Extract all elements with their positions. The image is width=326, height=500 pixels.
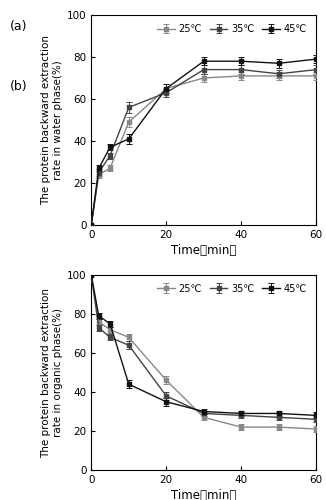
X-axis label: Time（min）: Time（min） xyxy=(171,244,236,257)
Legend: 25℃, 35℃, 45℃: 25℃, 35℃, 45℃ xyxy=(155,22,309,36)
Y-axis label: The protein backward extraction
rate in water phase(%): The protein backward extraction rate in … xyxy=(41,35,63,205)
Legend: 25℃, 35℃, 45℃: 25℃, 35℃, 45℃ xyxy=(155,282,309,296)
Text: (a): (a) xyxy=(10,20,27,33)
Y-axis label: The protein backward extraction
rate in organic phase(%): The protein backward extraction rate in … xyxy=(41,288,63,458)
Text: (b): (b) xyxy=(10,80,27,93)
X-axis label: Time（min）: Time（min） xyxy=(171,489,236,500)
